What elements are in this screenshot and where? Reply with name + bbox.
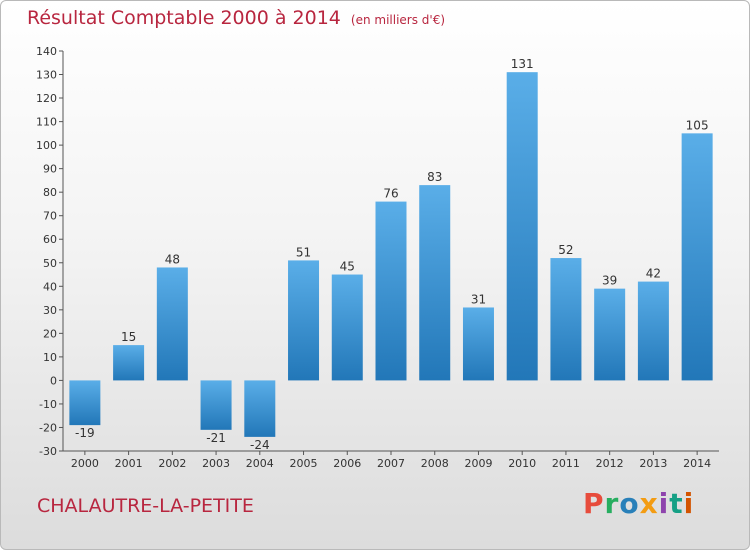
title-text: Résultat Comptable 2000 à 2014 [27, 7, 341, 29]
bar-2003 [200, 380, 232, 430]
y-tick-label: 10 [43, 351, 57, 364]
proxiti-logo: Proxiti [583, 487, 694, 520]
value-label-2006: 45 [340, 260, 355, 274]
y-tick-label: 40 [43, 280, 57, 293]
x-tick-label-2004: 2004 [246, 457, 274, 470]
y-tick-label: -10 [39, 398, 57, 411]
x-tick-label-2008: 2008 [421, 457, 449, 470]
bar-2010 [506, 72, 538, 381]
y-tick-label: -30 [39, 445, 57, 458]
y-tick-label: 80 [43, 186, 57, 199]
bar-2006 [331, 274, 363, 381]
logo-letter: o [619, 487, 640, 520]
bar-2000 [69, 380, 101, 426]
y-tick-label: 20 [43, 327, 57, 340]
y-tick-label: 60 [43, 233, 57, 246]
logo-letter: t [669, 487, 684, 520]
bar-2011 [550, 258, 582, 381]
y-tick-label: 130 [36, 69, 57, 82]
logo-letter: P [583, 487, 605, 520]
x-tick-label-2007: 2007 [377, 457, 405, 470]
logo-letter: r [604, 487, 620, 520]
y-tick-label: 100 [36, 139, 57, 152]
bar-2002 [156, 267, 188, 381]
value-label-2010: 131 [511, 57, 534, 71]
x-tick-label-2014: 2014 [683, 457, 711, 470]
bar-2009 [462, 307, 494, 381]
x-tick-label-2006: 2006 [333, 457, 361, 470]
x-tick-label-2012: 2012 [596, 457, 624, 470]
x-tick-label-2013: 2013 [639, 457, 667, 470]
value-label-2001: 15 [121, 330, 136, 344]
y-tick-label: 0 [50, 374, 57, 387]
title-unit: (en milliers d'€) [350, 13, 446, 27]
bar-2012 [594, 288, 626, 381]
logo-letter: i [683, 487, 695, 520]
value-label-2009: 31 [471, 292, 486, 306]
value-label-2014: 105 [686, 118, 709, 132]
logo-letter: x [639, 487, 659, 520]
y-tick-label: -20 [39, 421, 57, 434]
bar-2008 [419, 185, 451, 381]
x-tick-label-2009: 2009 [464, 457, 492, 470]
x-tick-label-2005: 2005 [290, 457, 318, 470]
value-label-2008: 83 [427, 170, 442, 184]
location-name: CHALAUTRE-LA-PETITE [37, 495, 254, 517]
bar-2004 [244, 380, 276, 437]
y-tick-label: 70 [43, 210, 57, 223]
y-tick-label: 110 [36, 116, 57, 129]
chart-title: Résultat Comptable 2000 à 2014 (en millie… [27, 7, 445, 29]
x-tick-label-2002: 2002 [158, 457, 186, 470]
bar-2013 [637, 281, 669, 381]
y-tick-label: 50 [43, 257, 57, 270]
value-label-2000: -19 [75, 426, 95, 440]
bar-2005 [288, 260, 320, 381]
x-tick-label-2010: 2010 [508, 457, 536, 470]
value-label-2003: -21 [206, 431, 226, 445]
value-label-2005: 51 [296, 245, 311, 259]
y-tick-label: 120 [36, 92, 57, 105]
value-label-2002: 48 [165, 252, 180, 266]
x-tick-label-2001: 2001 [115, 457, 143, 470]
logo-letter: i [658, 487, 670, 520]
y-tick-label: 90 [43, 163, 57, 176]
value-label-2011: 52 [558, 243, 573, 257]
x-tick-label-2003: 2003 [202, 457, 230, 470]
x-tick-label-2011: 2011 [552, 457, 580, 470]
value-label-2007: 76 [383, 187, 398, 201]
x-tick-label-2000: 2000 [71, 457, 99, 470]
value-label-2004: -24 [250, 438, 270, 452]
bar-2014 [681, 133, 713, 381]
bar-2007 [375, 201, 407, 381]
y-tick-label: 140 [36, 45, 57, 58]
bar-2001 [113, 345, 145, 381]
y-tick-label: 30 [43, 304, 57, 317]
value-label-2012: 39 [602, 274, 617, 288]
value-label-2013: 42 [646, 267, 661, 281]
